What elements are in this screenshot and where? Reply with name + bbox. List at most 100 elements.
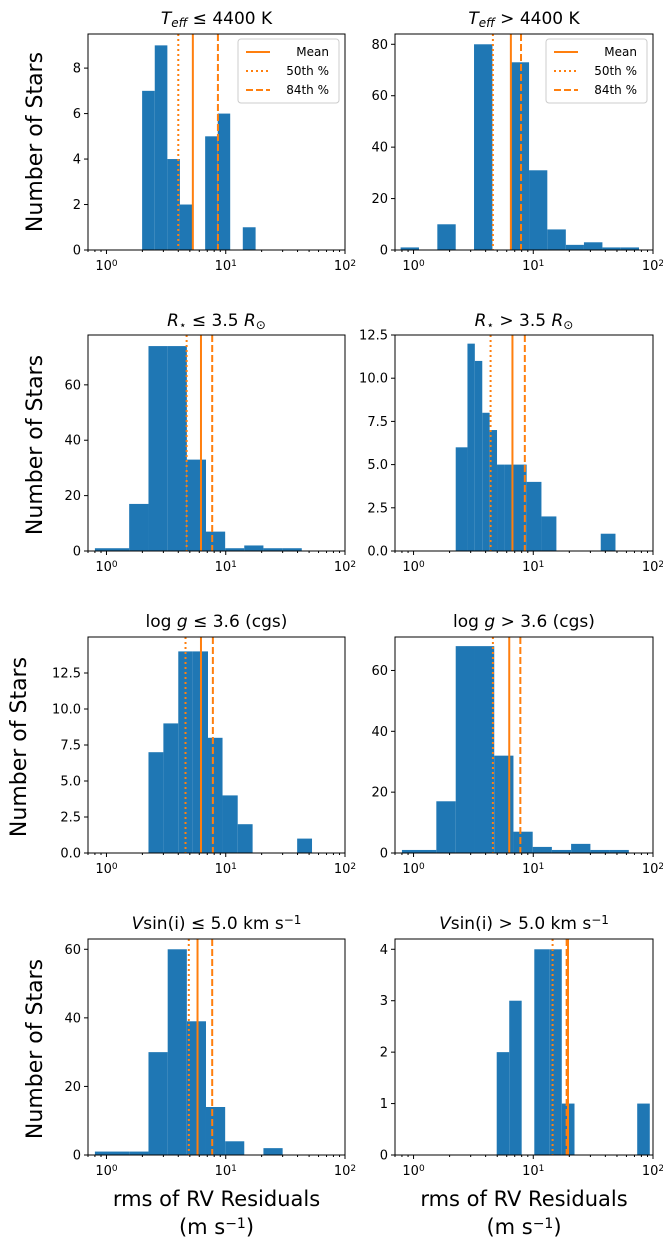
legend-label: Mean — [296, 45, 329, 59]
x-tick-label: 100 — [95, 862, 118, 877]
histogram-bar — [167, 949, 187, 1155]
histogram-bar — [242, 227, 256, 250]
histogram-bar — [437, 224, 456, 250]
histogram-bar — [263, 1148, 283, 1155]
y-tick-label: 0 — [380, 847, 388, 862]
x-axis-unit: (m s−1) — [486, 1215, 561, 1239]
histogram-bar — [154, 45, 168, 250]
histogram-bar — [489, 430, 498, 551]
histogram-bar — [565, 244, 584, 250]
histogram-bar — [94, 1151, 130, 1155]
y-tick-label: 2 — [73, 198, 81, 213]
y-tick-label: 12.5 — [52, 667, 81, 682]
histogram-bar — [526, 481, 542, 551]
histogram-bar — [129, 1151, 149, 1155]
histogram-bar — [225, 548, 245, 551]
axes-frame — [87, 334, 346, 552]
histogram-bar — [583, 242, 603, 250]
histogram-bar — [205, 136, 218, 250]
legend-label: 50th % — [594, 64, 637, 78]
y-tick-label: 0 — [73, 1149, 81, 1164]
histogram-panel-8: Vsin(i) > 5.0 km s−1 0 1 2 3 4 100 101 102 — [380, 913, 663, 1179]
panel-title: Teff > 4400 K — [468, 9, 580, 30]
histogram-bar — [497, 464, 505, 551]
histogram-panel-2: Teff > 4400 K 0 20 40 60 80 100 101 102 Mean 50th … — [371, 9, 663, 274]
y-axis-label: Number of Stars — [7, 657, 32, 837]
histogram-bar — [571, 843, 591, 853]
x-tick-label: 102 — [334, 560, 356, 575]
x-tick-label: 101 — [522, 560, 544, 575]
histogram-bar — [167, 346, 187, 551]
x-tick-label: 102 — [334, 862, 356, 877]
y-tick-label: 20 — [371, 192, 388, 207]
panel-title: R⋆ > 3.5 R⊙ — [475, 311, 574, 332]
histogram-bar — [186, 459, 206, 551]
x-tick-label: 101 — [522, 1164, 544, 1179]
panel-title: log g > 3.6 (cgs) — [453, 612, 595, 632]
y-tick-label: 60 — [64, 943, 81, 958]
histogram-bar — [549, 949, 562, 1155]
histogram-bar — [474, 44, 493, 251]
histogram-bar — [467, 343, 475, 551]
histogram-bar — [179, 204, 193, 250]
x-tick-label: 100 — [402, 259, 425, 274]
histogram-bar — [167, 159, 180, 250]
x-tick-label: 101 — [215, 1164, 237, 1179]
histogram-bar — [482, 412, 490, 551]
histogram-bar — [551, 849, 572, 853]
y-tick-label: 12.5 — [359, 329, 388, 344]
x-tick-label: 102 — [334, 259, 356, 274]
histogram-bar — [205, 1107, 226, 1155]
histogram-bar — [494, 755, 514, 853]
histogram-bar — [142, 90, 155, 250]
x-tick-label: 100 — [95, 259, 118, 274]
y-axis-label: Number of Stars — [23, 355, 48, 535]
axes-frame — [394, 938, 654, 1156]
histogram-bar — [513, 831, 533, 853]
histogram-bar — [222, 795, 238, 853]
legend-box — [237, 38, 340, 104]
y-tick-label: 20 — [64, 489, 81, 504]
histogram-bar — [529, 170, 548, 250]
histogram-bar — [510, 62, 530, 251]
x-tick-label: 100 — [95, 560, 118, 575]
histogram-bar — [205, 531, 226, 551]
x-axis-unit: (m s−1) — [179, 1215, 254, 1239]
histogram-bar — [163, 723, 179, 853]
x-tick-label: 100 — [402, 862, 425, 877]
legend-label: 84th % — [286, 83, 329, 97]
histogram-bar — [455, 646, 475, 853]
x-tick-label: 101 — [215, 862, 237, 877]
histogram-bar — [620, 247, 640, 250]
x-tick-label: 101 — [215, 560, 237, 575]
histogram-bar — [282, 548, 302, 551]
x-tick-label: 101 — [522, 862, 544, 877]
histogram-bar — [217, 113, 231, 250]
histogram-bar — [186, 1021, 206, 1155]
histogram-bar — [511, 464, 527, 551]
y-tick-label: 0 — [380, 1149, 388, 1164]
x-axis-label: rms of RV Residuals — [420, 1187, 627, 1211]
histogram-panel-4: R⋆ > 3.5 R⊙ 0.0 2.5 5.0 7.5 10.0 12.5 100 101 102 — [359, 311, 663, 575]
legend-label: Mean — [604, 45, 637, 59]
axes-frame — [394, 334, 654, 552]
y-tick-label: 2.5 — [367, 501, 388, 516]
histogram-bar — [602, 247, 621, 250]
y-tick-label: 0 — [73, 244, 81, 259]
histogram-panel-5: log g ≤ 3.6 (cgs) 0.0 2.5 5.0 7.5 10.0 12.5 100… — [52, 612, 356, 877]
y-tick-label: 0 — [380, 244, 388, 259]
histogram-bar — [609, 849, 629, 853]
y-tick-label: 5.0 — [60, 775, 81, 790]
panel-title: R⋆ ≤ 3.5 R⊙ — [167, 311, 266, 332]
histogram-panel-7: Vsin(i) ≤ 5.0 km s−1 0 20 40 60 100 101 102 — [64, 913, 356, 1179]
y-tick-label: 4 — [73, 153, 81, 168]
histogram-bar — [401, 849, 437, 853]
x-axis-label: rms of RV Residuals — [113, 1187, 320, 1211]
histogram-bar — [534, 949, 550, 1155]
y-tick-label: 10.0 — [359, 372, 388, 387]
histogram-bar — [244, 545, 264, 551]
histogram-bar — [637, 1103, 650, 1155]
x-tick-label: 102 — [334, 1164, 356, 1179]
